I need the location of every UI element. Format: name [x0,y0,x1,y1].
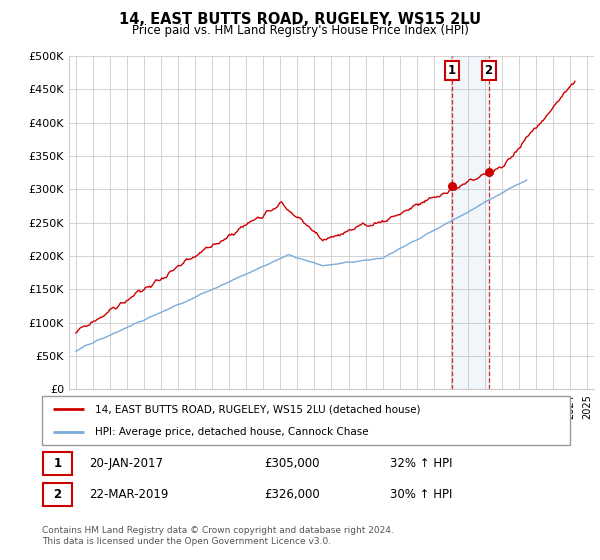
Text: 1: 1 [53,457,61,470]
FancyBboxPatch shape [43,452,72,475]
Text: 14, EAST BUTTS ROAD, RUGELEY, WS15 2LU (detached house): 14, EAST BUTTS ROAD, RUGELEY, WS15 2LU (… [95,404,420,414]
Text: 2: 2 [485,64,493,77]
Text: Price paid vs. HM Land Registry's House Price Index (HPI): Price paid vs. HM Land Registry's House … [131,24,469,37]
FancyBboxPatch shape [42,396,570,445]
Text: 22-MAR-2019: 22-MAR-2019 [89,488,169,501]
Bar [452,56,488,389]
Text: Contains HM Land Registry data © Crown copyright and database right 2024.
This d: Contains HM Land Registry data © Crown c… [42,526,394,546]
Text: 2: 2 [53,488,61,501]
Text: £326,000: £326,000 [264,488,320,501]
Text: 14, EAST BUTTS ROAD, RUGELEY, WS15 2LU: 14, EAST BUTTS ROAD, RUGELEY, WS15 2LU [119,12,481,27]
FancyBboxPatch shape [43,483,72,506]
Text: 20-JAN-2017: 20-JAN-2017 [89,457,164,470]
Text: £305,000: £305,000 [264,457,319,470]
Text: HPI: Average price, detached house, Cannock Chase: HPI: Average price, detached house, Cann… [95,427,368,437]
Text: 30% ↑ HPI: 30% ↑ HPI [391,488,453,501]
Text: 1: 1 [448,64,456,77]
Text: 32% ↑ HPI: 32% ↑ HPI [391,457,453,470]
